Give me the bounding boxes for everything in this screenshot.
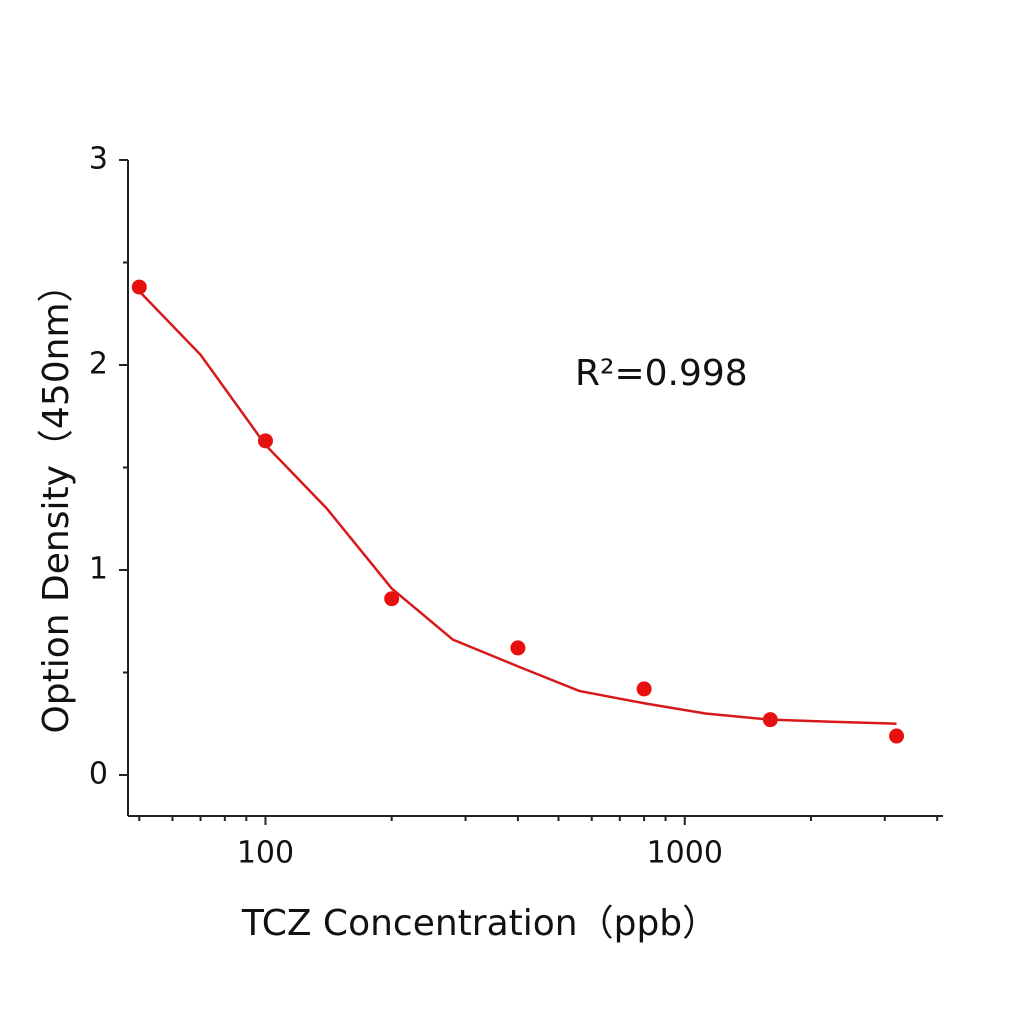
- y-axis-label: Option Density（450nm）: [36, 266, 77, 733]
- data-point: [384, 591, 400, 607]
- data-point: [636, 681, 652, 697]
- data-point: [257, 433, 273, 449]
- data-point: [510, 640, 526, 656]
- x-tick-label: 100: [237, 836, 294, 871]
- y-tick-label: 1: [89, 552, 108, 587]
- data-point: [889, 728, 905, 744]
- y-tick-label: 3: [89, 142, 108, 177]
- annotation: R²=0.998: [575, 353, 748, 394]
- y-tick-label: 0: [89, 757, 108, 792]
- data-point: [131, 279, 147, 295]
- y-tick-label: 2: [89, 347, 108, 382]
- fit-curve: [138, 290, 897, 725]
- x-tick-label: 1000: [647, 836, 723, 871]
- x-axis-label: TCZ Concentration（ppb）: [241, 903, 718, 944]
